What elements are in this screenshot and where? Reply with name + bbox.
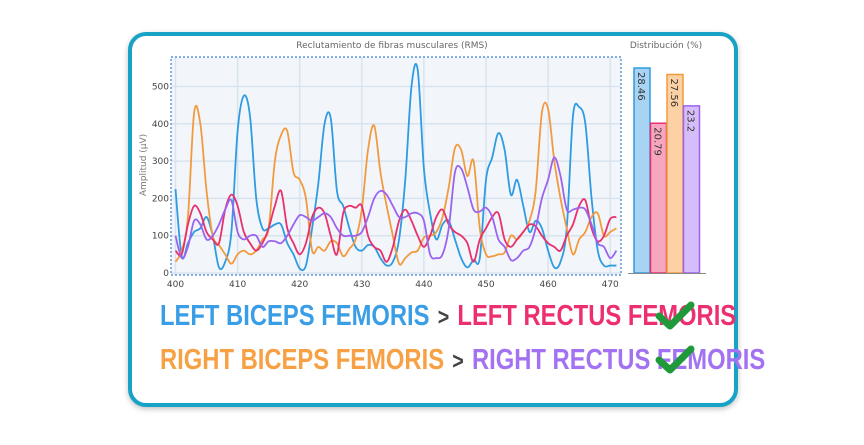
plot-area bbox=[171, 57, 621, 275]
x-tick-label: 460 bbox=[540, 280, 557, 290]
y-tick-label: 400 bbox=[152, 120, 169, 130]
series-line-2 bbox=[174, 189, 617, 263]
series-line-1 bbox=[174, 101, 617, 266]
checkmark-icon bbox=[655, 301, 695, 330]
bar-value-label: 20.79 bbox=[652, 127, 663, 156]
y-tick-label: 300 bbox=[152, 157, 169, 167]
bar-value-label: 23.2 bbox=[685, 110, 696, 132]
y-tick-label: 200 bbox=[152, 194, 169, 204]
x-tick-label: 430 bbox=[353, 280, 370, 290]
bar-value-label: 28.46 bbox=[635, 72, 646, 101]
selection-box[interactable] bbox=[170, 56, 622, 276]
greater-than: > bbox=[437, 304, 450, 331]
bar-value-label: 27.56 bbox=[668, 78, 679, 107]
checkmark-icon bbox=[655, 345, 695, 374]
right-biceps-label: RIGHT BICEPS FEMORIS bbox=[160, 344, 445, 376]
x-tick-label: 450 bbox=[477, 280, 494, 290]
bar-chart-title: Distribución (%) bbox=[630, 40, 702, 51]
y-tick-label: 500 bbox=[152, 83, 169, 93]
greater-than: > bbox=[452, 348, 464, 375]
x-tick-label: 400 bbox=[167, 280, 184, 290]
x-tick-label: 470 bbox=[602, 280, 619, 290]
legend-row-left: LEFT BICEPS FEMORIS > LEFT RECTUS FEMORIS bbox=[160, 300, 736, 333]
y-tick-label: 0 bbox=[163, 269, 169, 279]
y-axis-label: Amplitud (µV) bbox=[139, 134, 149, 196]
x-tick-label: 410 bbox=[229, 280, 246, 290]
x-tick-label: 420 bbox=[291, 280, 308, 290]
x-tick-label: 440 bbox=[415, 280, 432, 290]
line-chart-title: Reclutamiento de fibras musculares (RMS) bbox=[296, 41, 487, 51]
legend-row-right: RIGHT BICEPS FEMORIS > RIGHT RECTUS FEMORI… bbox=[160, 344, 765, 377]
y-tick-label: 100 bbox=[152, 232, 169, 242]
series-line-3 bbox=[174, 156, 618, 262]
right-rectus-label: RIGHT RECTUS FEMORIS bbox=[471, 344, 766, 376]
left-biceps-label: LEFT BICEPS FEMORIS bbox=[160, 300, 430, 332]
